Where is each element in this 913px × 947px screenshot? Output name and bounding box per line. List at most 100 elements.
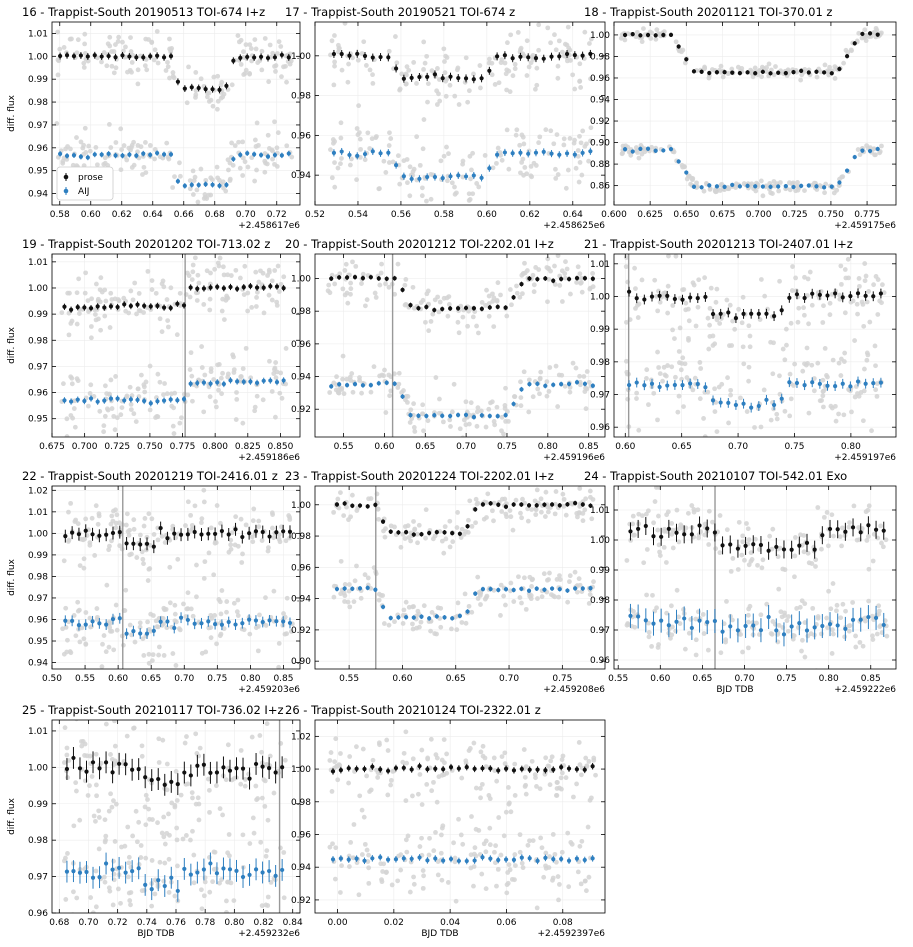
raw-point	[220, 812, 225, 818]
aij-point	[557, 587, 562, 592]
prose-point	[233, 527, 238, 532]
raw-point	[109, 513, 115, 519]
raw-point	[64, 416, 70, 422]
raw-point	[793, 535, 798, 540]
raw-point	[877, 298, 883, 304]
raw-point	[715, 314, 721, 320]
raw-point	[198, 166, 204, 172]
raw-point	[536, 47, 542, 53]
prose-point	[92, 53, 97, 58]
raw-point	[706, 542, 712, 547]
raw-point	[151, 57, 157, 63]
raw-point	[229, 530, 235, 536]
raw-point	[128, 49, 134, 54]
raw-point	[717, 321, 723, 326]
raw-point	[628, 152, 634, 158]
raw-point	[156, 652, 162, 658]
aij-point	[745, 183, 750, 188]
raw-point	[736, 306, 742, 312]
raw-point	[654, 486, 659, 490]
aij-point	[676, 159, 681, 164]
aij-point	[99, 152, 104, 157]
raw-point	[498, 152, 504, 158]
prose-point	[703, 294, 708, 300]
aij-point	[344, 383, 350, 388]
prose-point	[103, 760, 109, 765]
raw-point	[264, 721, 270, 727]
raw-point	[425, 81, 431, 87]
aij-point	[844, 168, 850, 173]
raw-point	[838, 356, 844, 362]
x-tick-label: 0.60	[81, 210, 101, 220]
raw-point	[382, 534, 388, 540]
raw-point	[770, 526, 776, 532]
raw-point	[537, 134, 543, 140]
raw-point	[245, 290, 251, 296]
aij-point	[286, 151, 291, 156]
raw-point	[504, 40, 510, 46]
raw-point	[124, 733, 130, 739]
raw-point	[398, 544, 404, 550]
raw-point	[788, 320, 794, 326]
raw-point	[91, 813, 97, 819]
raw-point	[682, 361, 688, 367]
aij-point	[674, 619, 679, 624]
raw-point	[237, 165, 243, 171]
prose-point	[113, 55, 118, 60]
aij-point	[64, 153, 70, 158]
raw-point	[554, 577, 560, 582]
raw-point	[855, 311, 860, 317]
raw-point	[534, 82, 540, 88]
aij-point	[384, 380, 389, 385]
raw-point	[522, 165, 528, 170]
raw-point	[108, 791, 113, 797]
aij-point	[172, 625, 177, 631]
raw-point	[634, 390, 640, 396]
aij-point	[92, 152, 97, 157]
raw-point	[862, 261, 868, 266]
raw-point	[137, 532, 143, 538]
raw-point	[62, 725, 68, 731]
raw-point	[766, 61, 772, 67]
raw-point	[825, 68, 831, 74]
x-tick-label: 0.60	[477, 210, 497, 220]
aij-point	[404, 615, 409, 620]
raw-point	[265, 817, 271, 823]
raw-point	[155, 624, 161, 630]
x-tick-label: 0.850	[268, 442, 294, 452]
raw-point	[223, 777, 229, 783]
raw-point	[730, 318, 736, 324]
raw-point	[259, 48, 265, 54]
x-tick-label: 0.55	[608, 674, 628, 684]
prose-point	[227, 768, 233, 773]
raw-point	[171, 405, 176, 411]
aij-point	[588, 149, 593, 154]
raw-point	[342, 268, 348, 273]
aij-point	[549, 151, 554, 156]
raw-point	[163, 68, 169, 73]
raw-point	[422, 60, 428, 66]
raw-point	[576, 510, 582, 515]
raw-point	[195, 795, 201, 801]
raw-point	[173, 663, 179, 668]
prose-point	[199, 532, 204, 537]
prose-point	[527, 276, 532, 281]
raw-point	[342, 292, 348, 298]
raw-point	[256, 279, 262, 285]
raw-point	[761, 387, 767, 393]
raw-point	[666, 254, 671, 259]
raw-point	[66, 332, 72, 338]
raw-point	[167, 75, 172, 81]
raw-point	[634, 29, 640, 35]
raw-point	[190, 685, 195, 690]
raw-point	[132, 639, 138, 645]
raw-point	[65, 775, 71, 780]
raw-point	[151, 695, 156, 700]
raw-point	[346, 588, 352, 594]
raw-point	[71, 406, 77, 411]
aij-point	[148, 401, 153, 406]
raw-point	[114, 627, 120, 633]
raw-point	[437, 98, 443, 104]
prose-point	[221, 765, 226, 770]
raw-point	[233, 514, 239, 520]
